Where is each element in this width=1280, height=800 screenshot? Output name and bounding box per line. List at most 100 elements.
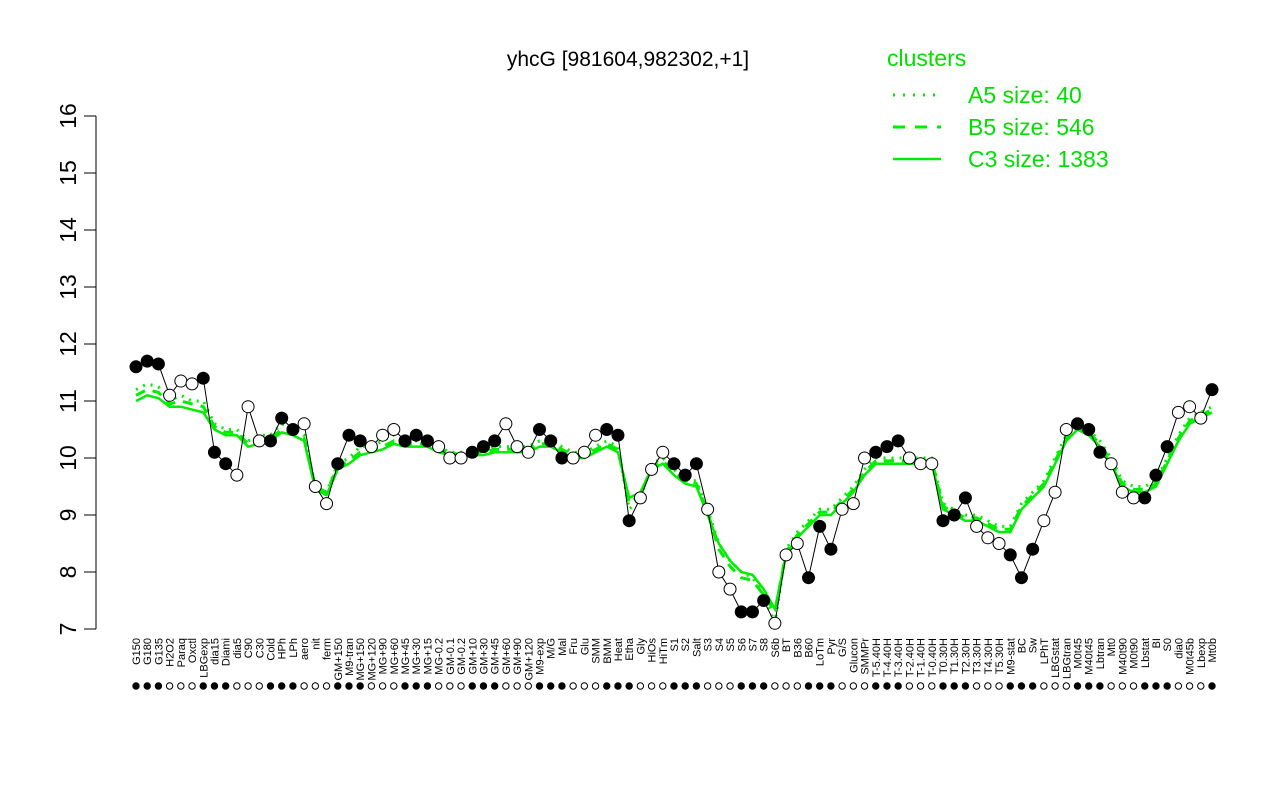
rug-marker [782,682,790,690]
x-tick-label: T3.30H [972,638,984,674]
data-point [476,440,490,454]
data-point [1127,491,1141,505]
data-point [555,451,569,465]
data-point [802,571,815,585]
rug-marker [1129,682,1138,690]
x-tick-label: C30 [254,638,266,658]
x-tick-label: BI [1151,638,1163,648]
y-tick-label: 14 [55,217,81,243]
x-tick-label: Glu [579,638,591,655]
x-tick-label: GM+30 [478,638,490,674]
x-tick-label: MG-0.2 [434,638,446,675]
data-point [1082,423,1096,436]
rug-marker [1028,682,1037,690]
data-point [488,434,502,448]
data-point [678,468,692,482]
data-point [331,457,345,471]
series-line-dotted [135,382,1213,630]
data-point [320,497,334,511]
x-tick-label: M9-tran [344,638,356,676]
x-tick-label: M0t45 [1073,638,1085,669]
x-tick-label: HiTm [658,638,670,664]
data-point [510,440,524,454]
rug-marker [692,682,701,690]
x-tick-label: BC [1016,638,1028,653]
x-tick-label: Gly [635,638,647,655]
x-tick-label: dia0 [1173,638,1185,659]
legend-entry-label: B5 size: 546 [968,114,1095,140]
data-point [858,451,872,465]
x-tick-label: dia15 [209,638,221,665]
rug-marker [681,682,689,690]
data-point [1115,485,1129,499]
rug-marker [1040,682,1048,690]
rug-marker [1073,682,1082,690]
x-tick-label: SMMPr [860,638,872,675]
rug-marker [322,682,331,690]
rug-marker [726,682,734,690]
x-tick-label: M/G [546,638,558,659]
x-tick-label: M40t45 [1084,638,1096,675]
data-point [443,451,457,465]
data-point [342,428,356,442]
x-tick-label: S6b [770,638,782,658]
data-point [589,428,603,442]
data-point [645,462,659,476]
x-tick-label: T-5.40H [871,638,883,677]
x-tick-label: LPhT [1039,638,1051,665]
data-point [577,445,591,459]
x-tick-label: S5 [725,638,737,651]
data-point [241,400,255,414]
rug-marker [793,682,801,690]
data-point [1205,383,1219,397]
data-point [129,360,143,374]
x-tick-label: BT [781,638,793,652]
rug-marker [838,682,846,690]
data-point [779,548,793,562]
x-tick-label: B36 [792,638,804,658]
data-point [757,594,771,607]
data-point [387,423,401,436]
rug-marker [1085,682,1093,690]
rug-marker [928,682,936,690]
x-tick-label: GM+90 [512,638,524,674]
rug-marker [1163,682,1171,690]
data-point [174,374,188,388]
rug-marker [278,682,286,690]
rug-marker [647,682,656,690]
data-point [1138,491,1152,505]
data-point [1048,485,1062,499]
rug-marker [872,682,880,690]
data-point [432,440,446,454]
rug-marker [1107,682,1115,690]
x-tick-label: S4 [714,638,726,651]
x-tick-label: T-0.40H [927,638,939,677]
rug-marker [457,682,465,690]
x-tick-label: T4.30H [983,638,995,674]
y-axis: 7 8 9 10 11 12 13 14 15 16 [55,103,96,635]
x-tick-label: S3 [703,638,715,651]
data-point [185,377,199,391]
x-tick-label: SMM [591,638,603,664]
data-point [398,434,412,448]
x-tick-label: Lbexp [1196,638,1208,668]
data-point [252,434,266,448]
x-tick-label: Heat [613,638,625,661]
x-tick-label: Fru [568,638,580,655]
x-tick-label: MG+60 [389,638,401,674]
x-tick-label: GM-0.2 [456,638,468,675]
rug-marker [1017,682,1026,690]
x-tick-label: Mal [557,638,569,656]
x-tick-label: BMM [602,638,614,664]
rug-marker [591,682,600,690]
rug-marker [558,682,566,690]
rug-marker [1208,682,1216,690]
rug-marker [401,682,409,690]
x-tick-label: LBGexp [198,638,210,678]
data-point [1026,542,1040,556]
data-point [1104,457,1118,471]
x-tick-label: aero [299,638,311,660]
x-tick-label: Lbtran [1095,638,1107,669]
rug-marker [378,682,387,690]
data-point [902,451,916,465]
